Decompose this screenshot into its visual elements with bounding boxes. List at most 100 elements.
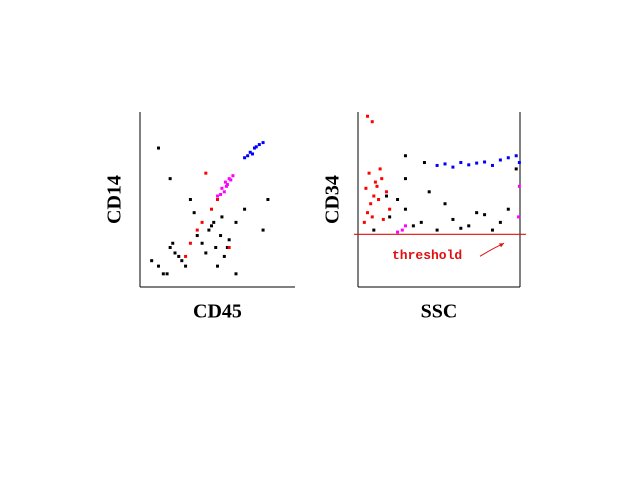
data-point: [224, 184, 228, 188]
data-point: [150, 259, 154, 263]
data-point: [396, 230, 400, 234]
data-point: [220, 186, 224, 190]
data-point: [219, 234, 223, 238]
data-point: [403, 207, 407, 211]
data-point: [378, 167, 382, 171]
data-point: [377, 198, 381, 201]
data-point: [459, 226, 463, 230]
data-point: [435, 228, 439, 232]
data-point: [380, 177, 384, 181]
data-point: [184, 264, 188, 268]
data-point: [443, 162, 447, 166]
data-point: [388, 215, 392, 219]
data-point: [375, 184, 379, 188]
data-point: [195, 234, 199, 238]
data-point: [435, 163, 439, 167]
data-point: [475, 211, 479, 215]
data-point: [195, 228, 199, 232]
data-point: [209, 224, 213, 228]
data-point: [514, 154, 518, 158]
data-point: [243, 156, 247, 160]
data-point: [384, 190, 388, 194]
data-point: [222, 254, 226, 258]
x-axis-label: CD45: [193, 301, 242, 323]
data-point: [403, 154, 407, 158]
data-point: [227, 177, 231, 181]
data-point: [200, 241, 204, 245]
data-point: [506, 156, 510, 160]
data-point: [381, 217, 385, 221]
data-point: [257, 143, 261, 147]
data-point: [490, 163, 494, 167]
data-point: [362, 220, 366, 224]
data-point: [400, 228, 404, 232]
data-point: [165, 272, 169, 276]
data-point: [252, 146, 256, 150]
data-point: [216, 194, 219, 198]
x-axis-label: SSC: [421, 301, 458, 323]
data-point: [517, 161, 521, 165]
data-point: [207, 228, 211, 232]
data-point: [250, 152, 254, 156]
data-point: [246, 154, 250, 158]
data-point: [365, 211, 369, 215]
data-point: [369, 202, 373, 206]
data-point: [506, 207, 510, 211]
data-point: [225, 183, 229, 187]
data-point: [204, 251, 208, 255]
data-point: [248, 150, 252, 154]
data-point: [372, 228, 376, 232]
data-point: [243, 207, 247, 211]
data-point: [171, 241, 175, 245]
data-point: [365, 114, 369, 118]
data-point: [200, 220, 204, 224]
data-point: [216, 264, 219, 268]
data-point: [266, 198, 270, 201]
data-point: [419, 220, 423, 224]
data-point: [214, 245, 218, 249]
data-point: [192, 211, 196, 215]
data-point: [209, 207, 213, 211]
data-point: [498, 158, 502, 162]
data-point: [234, 272, 238, 276]
data-point: [403, 224, 407, 228]
data-point: [367, 171, 371, 175]
data-point: [156, 264, 160, 268]
data-point: [168, 177, 172, 181]
data-point: [222, 190, 226, 194]
data-point: [517, 215, 521, 219]
data-point: [467, 163, 471, 167]
data-point: [229, 178, 233, 182]
data-point: [231, 174, 235, 178]
data-point: [220, 215, 224, 219]
data-point: [364, 186, 368, 190]
data-point: [384, 194, 388, 198]
data-point: [156, 146, 160, 150]
data-point: [234, 220, 238, 224]
data-point: [475, 161, 479, 165]
data-point: [411, 224, 415, 228]
data-point: [459, 161, 463, 165]
data-point: [219, 193, 223, 197]
data-point: [184, 254, 188, 258]
data-point: [204, 171, 208, 175]
data-point: [223, 180, 227, 184]
data-point: [483, 213, 487, 217]
data-point: [180, 259, 184, 263]
data-point: [227, 238, 231, 242]
data-point: [451, 165, 455, 169]
data-point: [188, 241, 192, 245]
data-point: [227, 245, 231, 249]
data-point: [451, 217, 455, 221]
data-point: [514, 167, 518, 171]
data-point: [370, 120, 374, 124]
data-point: [216, 198, 219, 201]
data-point: [212, 220, 216, 224]
data-point: [177, 254, 181, 258]
y-axis-label: CD14: [104, 175, 126, 224]
data-point: [188, 198, 192, 201]
data-point: [261, 228, 265, 232]
data-point: [373, 180, 377, 184]
threshold-label: threshold: [392, 248, 462, 263]
